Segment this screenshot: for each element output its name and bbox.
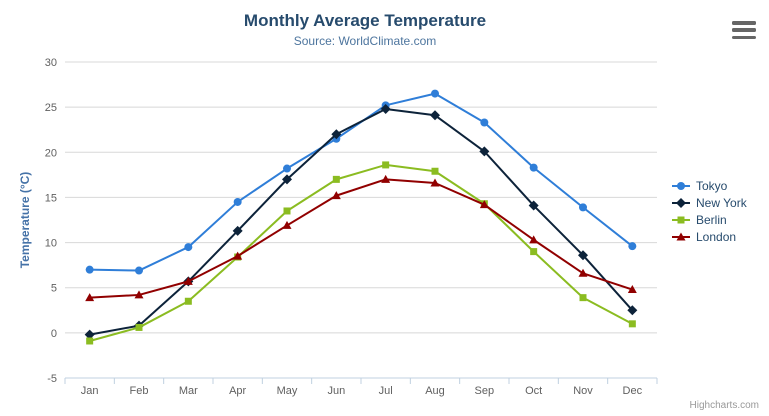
marker-tokyo[interactable] — [85, 265, 94, 274]
legend-item-new-york[interactable]: New York — [671, 194, 747, 211]
series-line-london[interactable] — [88, 178, 634, 299]
x-axis-tick-label: Mar — [179, 385, 198, 397]
x-axis-tick-label: Oct — [525, 385, 542, 397]
marker-london[interactable] — [381, 174, 391, 183]
marker-new-york[interactable] — [528, 200, 539, 211]
legend-marker-icon — [672, 216, 690, 223]
y-axis-tick-label: 25 — [45, 102, 57, 114]
marker-berlin[interactable] — [431, 167, 439, 175]
marker-berlin[interactable] — [86, 337, 94, 345]
marker-berlin[interactable] — [628, 320, 636, 328]
marker-london[interactable] — [233, 251, 243, 260]
legend-item-berlin[interactable]: Berlin — [671, 211, 747, 228]
y-axis-tick-label: 30 — [45, 57, 57, 69]
marker-berlin[interactable] — [332, 175, 340, 183]
hamburger-bar — [732, 28, 756, 32]
legend-marker-icon — [672, 181, 690, 190]
legend-marker-icon — [672, 197, 690, 208]
marker-new-york[interactable] — [232, 225, 243, 236]
marker-london[interactable] — [183, 276, 193, 285]
marker-berlin[interactable] — [579, 294, 587, 302]
highcharts-credit-link[interactable]: Highcharts.com — [689, 400, 759, 411]
marker-new-york[interactable] — [578, 250, 588, 261]
x-axis-tick-label: Jul — [379, 385, 393, 397]
marker-new-york[interactable] — [430, 110, 440, 121]
marker-new-york[interactable] — [84, 329, 95, 340]
marker-new-york[interactable] — [282, 174, 292, 185]
marker-berlin[interactable] — [530, 248, 538, 256]
y-axis-tick-label: -5 — [47, 373, 57, 385]
marker-new-york[interactable] — [331, 129, 342, 140]
marker-london[interactable] — [85, 293, 95, 302]
hamburger-icon[interactable] — [732, 20, 758, 40]
x-axis-tick-label: Nov — [573, 385, 593, 397]
marker-london[interactable] — [282, 220, 292, 229]
marker-tokyo[interactable] — [283, 164, 291, 173]
y-axis-tick-label: 5 — [51, 283, 57, 295]
hamburger-bar — [732, 21, 756, 25]
marker-tokyo[interactable] — [529, 163, 538, 172]
y-axis-tick-label: 0 — [51, 328, 57, 340]
y-axis-tick-label: 20 — [45, 147, 57, 159]
marker-tokyo[interactable] — [431, 89, 439, 98]
legend-label: Tokyo — [696, 178, 728, 193]
legend: Tokyo New York Berlin London — [671, 177, 747, 245]
marker-berlin[interactable] — [135, 323, 143, 331]
x-axis-tick-label: Sep — [475, 385, 495, 397]
marker-new-york[interactable] — [627, 305, 638, 316]
legend-label: London — [696, 229, 737, 244]
legend-item-london[interactable]: London — [671, 228, 747, 245]
marker-london[interactable] — [479, 200, 489, 209]
marker-berlin[interactable] — [184, 297, 192, 305]
marker-tokyo[interactable] — [628, 242, 637, 251]
legend-label: New York — [696, 195, 747, 210]
x-axis-tick-label: Aug — [425, 385, 445, 397]
y-axis-tick-label: 10 — [45, 238, 57, 250]
marker-london[interactable] — [627, 285, 637, 294]
marker-london[interactable] — [331, 191, 341, 200]
marker-new-york[interactable] — [380, 103, 391, 114]
marker-berlin[interactable] — [382, 161, 390, 169]
marker-tokyo[interactable] — [480, 118, 489, 127]
x-axis-tick-label: Feb — [130, 385, 149, 397]
marker-london[interactable] — [430, 178, 440, 187]
marker-tokyo[interactable] — [135, 266, 143, 275]
marker-london[interactable] — [134, 290, 144, 299]
marker-tokyo[interactable] — [233, 197, 242, 206]
legend-marker-icon — [672, 232, 690, 240]
hamburger-bar — [732, 35, 756, 39]
marker-new-york[interactable] — [479, 146, 490, 157]
marker-london[interactable] — [529, 235, 539, 244]
x-axis-tick-label: Jan — [81, 385, 99, 397]
x-axis-tick-label: Jun — [327, 385, 345, 397]
marker-london[interactable] — [578, 268, 588, 277]
marker-tokyo[interactable] — [579, 203, 587, 212]
x-axis-tick-label: May — [277, 385, 298, 397]
series-line-tokyo[interactable] — [88, 92, 634, 272]
marker-berlin[interactable] — [283, 207, 291, 215]
series-line-berlin[interactable] — [88, 163, 634, 342]
legend-label: Berlin — [696, 212, 727, 227]
series-line-new-york[interactable] — [88, 107, 634, 336]
legend-item-tokyo[interactable]: Tokyo — [671, 177, 747, 194]
marker-tokyo[interactable] — [184, 243, 193, 252]
x-axis-tick-label: Dec — [623, 385, 643, 397]
x-axis-tick-label: Apr — [229, 385, 246, 397]
y-axis-tick-label: 15 — [45, 192, 57, 204]
